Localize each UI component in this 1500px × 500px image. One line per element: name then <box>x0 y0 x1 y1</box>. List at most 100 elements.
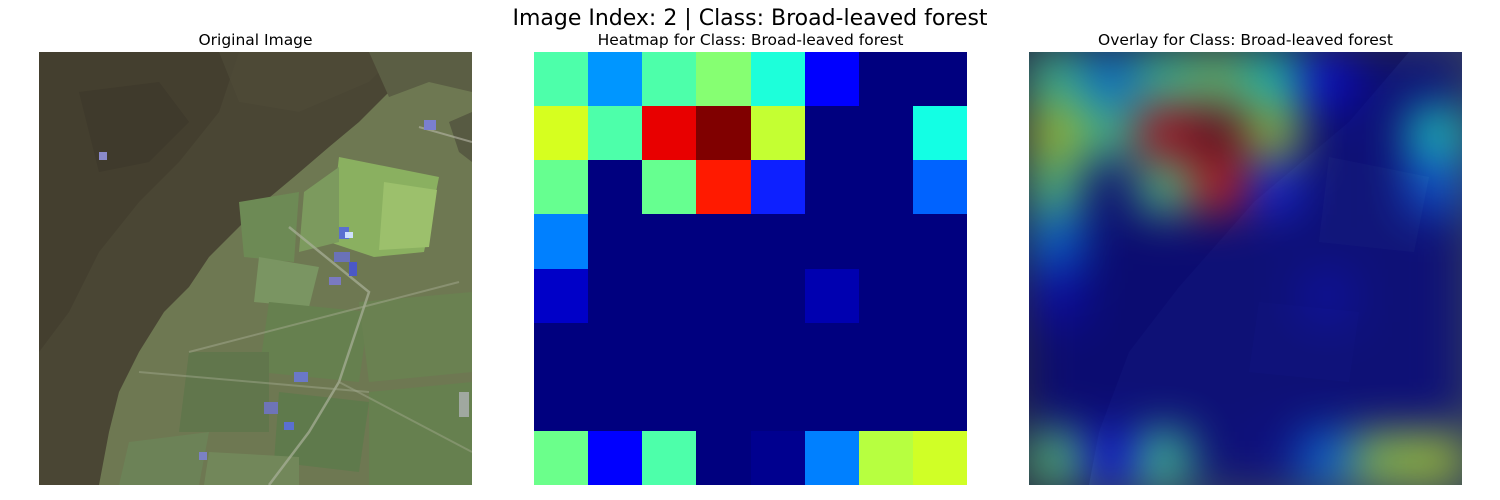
heatmap-cell-r0-c0 <box>534 52 589 107</box>
overlay-cell-r0-c3 <box>1191 52 1246 107</box>
overlay-heatmap-grid <box>1029 52 1462 485</box>
heatmap-cell-r0-c1 <box>588 52 643 107</box>
overlay-cell-r0-c1 <box>1083 52 1138 107</box>
overlay-cell-r6-c5 <box>1299 376 1354 431</box>
heatmap-cell-r1-c2 <box>642 106 697 161</box>
heatmap-cell-r2-c7 <box>912 160 967 215</box>
overlay-cell-r2-c0 <box>1029 160 1084 215</box>
heatmap-cell-r6-c5 <box>804 376 859 431</box>
heatmap-cell-r2-c4 <box>750 160 805 215</box>
overlay-cell-r5-c7 <box>1407 322 1462 377</box>
heatmap-cell-r2-c5 <box>804 160 859 215</box>
overlay-cell-r3-c1 <box>1083 214 1138 269</box>
heatmap-cell-r7-c6 <box>858 430 913 485</box>
heatmap-cell-r6-c7 <box>912 376 967 431</box>
overlay-cell-r2-c5 <box>1299 160 1354 215</box>
overlay-cell-r0-c0 <box>1029 52 1084 107</box>
heatmap-cell-r3-c0 <box>534 214 589 269</box>
heatmap-cell-r3-c4 <box>750 214 805 269</box>
heatmap-cell-r5-c0 <box>534 322 589 377</box>
overlay-cell-r3-c5 <box>1299 214 1354 269</box>
overlay-tint <box>1029 52 1462 485</box>
overlay-cell-r4-c3 <box>1191 268 1246 323</box>
heatmap <box>534 52 967 485</box>
overlay-cell-r0-c5 <box>1299 52 1354 107</box>
heatmap-cell-r1-c5 <box>804 106 859 161</box>
heatmap-cell-r0-c4 <box>750 52 805 107</box>
overlay-title: Overlay for Class: Broad-leaved forest <box>1098 31 1393 49</box>
overlay-cell-r4-c7 <box>1407 268 1462 323</box>
heatmap-cell-r1-c0 <box>534 106 589 161</box>
heatmap-cell-r6-c3 <box>696 376 751 431</box>
heatmap-cell-r3-c6 <box>858 214 913 269</box>
overlay-cell-r0-c2 <box>1137 52 1192 107</box>
heatmap-cell-r4-c6 <box>858 268 913 323</box>
overlay-cell-r3-c2 <box>1137 214 1192 269</box>
heatmap-cell-r7-c0 <box>534 430 589 485</box>
overlay-cell-r1-c1 <box>1083 106 1138 161</box>
overlay-cell-r6-c2 <box>1137 376 1192 431</box>
overlay-cell-r2-c3 <box>1191 160 1246 215</box>
heatmap-cell-r2-c0 <box>534 160 589 215</box>
overlay-cell-r7-c4 <box>1245 430 1300 485</box>
overlay-cell-r1-c5 <box>1299 106 1354 161</box>
heatmap-cell-r5-c7 <box>912 322 967 377</box>
heatmap-cell-r0-c6 <box>858 52 913 107</box>
heatmap-cell-r5-c4 <box>750 322 805 377</box>
heatmap-cell-r3-c2 <box>642 214 697 269</box>
overlay-cell-r5-c3 <box>1191 322 1246 377</box>
overlay <box>1029 52 1462 485</box>
overlay-cell-r5-c6 <box>1353 322 1408 377</box>
overlay-cell-r7-c6 <box>1353 430 1408 485</box>
overlay-cell-r2-c4 <box>1245 160 1300 215</box>
overlay-cell-r3-c7 <box>1407 214 1462 269</box>
overlay-cell-r4-c6 <box>1353 268 1408 323</box>
heatmap-cell-r4-c2 <box>642 268 697 323</box>
overlay-cell-r0-c7 <box>1407 52 1462 107</box>
overlay-cell-r1-c2 <box>1137 106 1192 161</box>
heatmap-cell-r7-c1 <box>588 430 643 485</box>
overlay-cell-r6-c6 <box>1353 376 1408 431</box>
overlay-cell-r7-c1 <box>1083 430 1138 485</box>
overlay-cell-r4-c0 <box>1029 268 1084 323</box>
overlay-cell-r4-c4 <box>1245 268 1300 323</box>
heatmap-grid <box>534 52 967 485</box>
original-image <box>39 52 472 485</box>
heatmap-title: Heatmap for Class: Broad-leaved forest <box>597 31 904 49</box>
heatmap-cell-r5-c1 <box>588 322 643 377</box>
heatmap-cell-r6-c6 <box>858 376 913 431</box>
heatmap-cell-r3-c1 <box>588 214 643 269</box>
satellite-image <box>39 52 472 485</box>
overlay-cell-r0-c6 <box>1353 52 1408 107</box>
overlay-cell-r7-c3 <box>1191 430 1246 485</box>
heatmap-cell-r4-c7 <box>912 268 967 323</box>
overlay-cell-r6-c0 <box>1029 376 1084 431</box>
overlay-cell-r6-c7 <box>1407 376 1462 431</box>
overlay-cell-r4-c2 <box>1137 268 1192 323</box>
overlay-cell-r1-c7 <box>1407 106 1462 161</box>
heatmap-cell-r2-c6 <box>858 160 913 215</box>
overlay-cell-r6-c4 <box>1245 376 1300 431</box>
heatmap-cell-r2-c2 <box>642 160 697 215</box>
heatmap-cell-r4-c1 <box>588 268 643 323</box>
heatmap-cell-r5-c5 <box>804 322 859 377</box>
overlay-cell-r3-c3 <box>1191 214 1246 269</box>
heatmap-cell-r4-c5 <box>804 268 859 323</box>
heatmap-cell-r3-c5 <box>804 214 859 269</box>
overlay-cell-r5-c1 <box>1083 322 1138 377</box>
heatmap-cell-r5-c2 <box>642 322 697 377</box>
heatmap-cell-r3-c3 <box>696 214 751 269</box>
overlay-cell-r1-c6 <box>1353 106 1408 161</box>
heatmap-cell-r1-c7 <box>912 106 967 161</box>
heatmap-cell-r0-c7 <box>912 52 967 107</box>
heatmap-cell-r1-c6 <box>858 106 913 161</box>
overlay-cell-r5-c5 <box>1299 322 1354 377</box>
overlay-cell-r7-c7 <box>1407 430 1462 485</box>
overlay-cell-r4-c5 <box>1299 268 1354 323</box>
heatmap-cell-r5-c6 <box>858 322 913 377</box>
overlay-cell-r2-c6 <box>1353 160 1408 215</box>
overlay-cell-r5-c2 <box>1137 322 1192 377</box>
heatmap-cell-r7-c7 <box>912 430 967 485</box>
heatmap-cell-r1-c3 <box>696 106 751 161</box>
heatmap-cell-r6-c1 <box>588 376 643 431</box>
